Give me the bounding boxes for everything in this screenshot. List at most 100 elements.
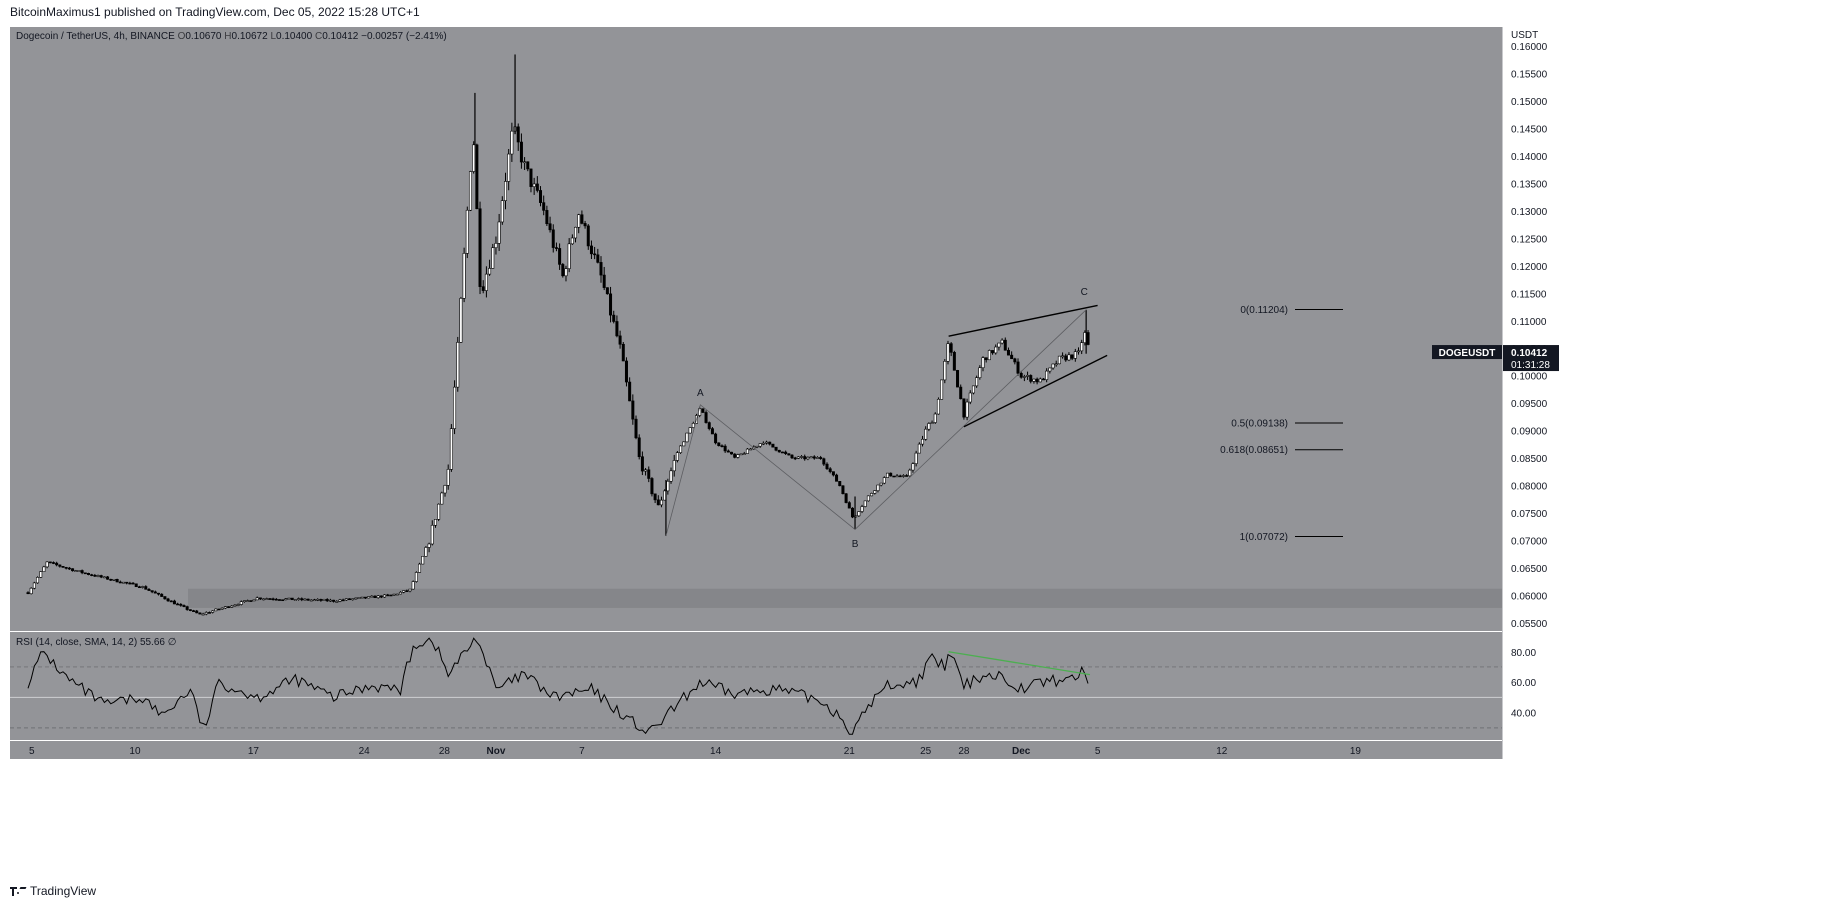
chart-area[interactable]: USDT 0.16000 0.15500 0.15000 0.14500 0.14000 0… [10,27,1756,875]
candle-body [863,500,867,507]
candle-body [640,456,644,472]
candle-body [653,493,657,501]
publish-info: BitcoinMaximus1 published on TradingView… [10,5,420,19]
candle-body [739,453,743,456]
candle-body [360,596,364,599]
candle-body [971,385,975,394]
candle-body [542,202,546,211]
candle-body [885,472,889,478]
abc-wave-path [665,309,1087,537]
price-axis[interactable] [1503,27,1565,759]
candle-body [223,606,227,609]
candle-body [39,571,43,578]
price-pane[interactable] [10,27,1502,631]
price-tick-label: 0.07000 [1511,536,1548,547]
candle-body [844,493,848,503]
candle-body [936,398,940,415]
candle-body [812,456,816,459]
candle-body [548,223,552,231]
candle-body [529,168,533,187]
candle-body [605,287,609,295]
candle-body [962,398,966,418]
price-tick-label: 0.11500 [1511,289,1547,300]
candle-body [29,587,33,595]
candle-body [1026,375,1030,377]
candle-body [468,171,472,211]
candle-body [443,485,447,494]
candle-body [1003,339,1007,351]
candle-body [927,423,931,430]
candle-body [825,463,829,470]
candle-body [255,597,259,601]
time-axis[interactable] [10,741,1502,759]
price-tick-label: 0.16000 [1511,42,1548,53]
candle-body [516,126,520,143]
price-tick-label: 0.09000 [1511,427,1548,438]
candle-body [198,612,202,615]
candle-body [644,469,648,472]
rsi-pane[interactable] [10,632,1502,740]
candle-body [440,492,444,505]
symbol-legend: Dogecoin / TetherUS, 4h, BINANCE O0.1067… [16,31,447,42]
candle-body [975,377,979,387]
candle-body [532,183,536,187]
candle-body [615,321,619,337]
candle-body [519,141,523,163]
candle-body [567,243,571,269]
candle-body [484,273,488,291]
price-tick-label: 0.11000 [1511,317,1547,328]
candle-body [564,268,568,277]
candle-body [144,586,148,590]
candle-body [201,613,205,616]
candle-body [497,221,501,244]
candle-body [398,591,402,595]
price-tick-label: 0.06500 [1511,564,1548,575]
rsi-legend: RSI (14, close, SMA, 14, 2) 55.66 ∅ [16,637,176,648]
candle-body [650,478,654,495]
candle-body [367,596,371,599]
candle-body [949,343,953,353]
candle-body [293,599,297,601]
candle-body [978,367,982,378]
candle-body [233,604,237,607]
candle-body [351,598,355,601]
time-tick-label: 5 [1095,746,1101,757]
candle-body [109,578,113,581]
fib-level-label: 0.5(0.09138) [1231,419,1288,430]
time-tick-label: Nov [486,746,505,757]
candle-body [74,570,78,572]
candle-body [602,274,606,288]
candle-body [876,484,880,491]
candle-body [679,445,683,453]
wave-label: C [1081,287,1088,298]
candle-body [274,598,278,601]
candle-body [316,599,320,601]
candle-body [656,499,660,506]
candle-body [612,314,616,322]
candle-body [306,598,310,601]
candle-body [376,595,380,599]
candle-body [449,428,453,470]
candle-body [1013,358,1017,363]
candle-body [1029,375,1033,382]
candle-body [147,588,151,591]
candle-body [55,562,59,566]
candle-body [1070,354,1074,359]
candle-body [424,547,428,557]
candle-body [303,598,307,601]
time-tick-label: 25 [920,746,932,757]
candle-body [510,130,514,155]
candle-body [437,503,441,520]
candle-body [188,609,192,611]
candle-body [771,443,775,448]
candle-body [328,599,332,602]
candle-body [58,564,62,567]
candle-body [621,343,625,362]
candle-body [418,563,422,573]
candle-body [1061,355,1065,358]
candle-body [211,610,215,613]
wave-label: B [852,539,859,550]
wedge-trendline [963,354,1108,428]
tradingview-logo-icon [10,886,27,896]
